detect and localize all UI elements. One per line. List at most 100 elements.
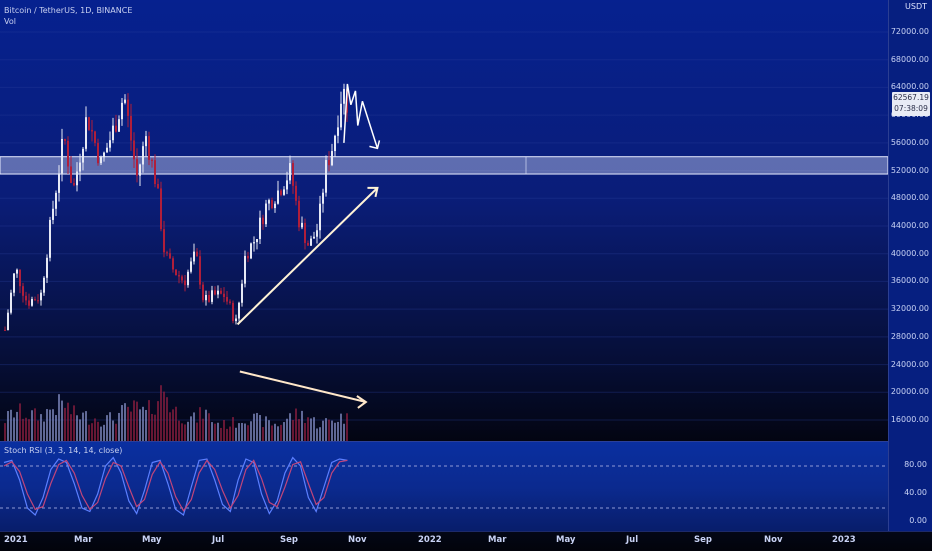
price-tick-label: 24000.00	[890, 359, 929, 369]
candle-body	[37, 300, 39, 302]
candle-body	[148, 136, 150, 160]
volume-bar	[43, 421, 45, 441]
candle-body	[4, 329, 6, 331]
candle-body	[49, 219, 51, 258]
time-axis[interactable]: 2021 Mar May Jul Sep Nov 2022 Mar May Jul Sep Nov 20…	[0, 531, 932, 551]
volume-bar	[82, 412, 84, 441]
candle-body	[94, 131, 96, 143]
candle-body	[298, 200, 300, 228]
volume-bar	[235, 427, 237, 441]
volume-bar	[115, 423, 117, 441]
candle-body	[115, 125, 117, 132]
volume-bar	[208, 413, 210, 441]
volume-bar	[175, 406, 177, 441]
volume-bar	[325, 418, 327, 441]
volume-bar	[223, 419, 225, 441]
candle-body	[283, 189, 285, 195]
volume-bar	[199, 407, 201, 441]
volume-bar	[55, 415, 57, 441]
candle-body	[292, 163, 294, 186]
volume-bar	[346, 413, 348, 441]
rsi-series-line	[3, 456, 348, 516]
candle-body	[211, 290, 213, 302]
candle-body	[199, 256, 201, 285]
candle-body	[100, 157, 102, 164]
candle-body	[322, 192, 324, 204]
volume-bar	[79, 419, 81, 441]
time-tick-label: May	[556, 535, 576, 545]
support-zone-rectangle[interactable]	[0, 156, 888, 175]
candle-body	[184, 280, 186, 286]
volume-bar	[232, 417, 234, 441]
candle-body	[271, 200, 273, 209]
volume-bar	[337, 421, 339, 441]
volume-bar	[58, 394, 60, 441]
volume-bar	[217, 422, 219, 441]
candle-body	[64, 138, 66, 141]
candle-body	[43, 277, 45, 293]
candle-body	[307, 242, 309, 246]
volume-bar	[310, 418, 312, 441]
volume-bar	[106, 415, 108, 441]
candle-body	[70, 166, 72, 184]
volume-bar	[301, 410, 303, 441]
price-axis[interactable]: USDT 72000.0068000.0064000.0060000.00560…	[888, 0, 932, 531]
time-tick-label: 2022	[418, 535, 442, 545]
volume-bar	[181, 423, 183, 441]
stoch-rsi-title[interactable]: Stoch RSI (3, 3, 14, 14, close)	[4, 446, 123, 455]
candle-body	[196, 251, 198, 257]
volume-bar	[247, 425, 249, 441]
volume-bar	[25, 417, 27, 441]
candle-body	[40, 292, 42, 301]
volume-label[interactable]: Vol	[4, 17, 16, 26]
candle-body	[151, 159, 153, 161]
candle-body	[289, 163, 291, 181]
volume-bar	[88, 424, 90, 441]
candle-body	[13, 273, 15, 293]
volume-bar	[67, 402, 69, 441]
stoch-rsi-pane[interactable]: Stoch RSI (3, 3, 14, 14, close)	[0, 441, 888, 532]
candle-body	[340, 103, 342, 128]
candle-body	[178, 275, 180, 277]
volume-bar	[124, 403, 126, 441]
projected-path-drawing[interactable]	[343, 83, 379, 149]
volume-bar	[340, 413, 342, 441]
candle-body	[157, 183, 159, 189]
candle-body	[58, 173, 60, 193]
falling-volume-arrow[interactable]	[239, 370, 367, 403]
volume-bar	[319, 427, 321, 441]
price-gridlines	[0, 31, 888, 421]
candle-body	[85, 117, 87, 149]
candle-body	[145, 136, 147, 147]
candle-body	[328, 160, 330, 166]
volume-bar	[19, 403, 21, 441]
candle-body	[118, 119, 120, 132]
candle-body	[214, 290, 216, 295]
volume-bar	[190, 416, 192, 441]
volume-bar	[10, 409, 12, 441]
bar-countdown: 07:38:09	[894, 104, 928, 113]
volume-bar	[139, 409, 141, 441]
candle-body	[112, 125, 114, 141]
candle-body	[235, 318, 237, 322]
volume-bar	[283, 422, 285, 441]
candle-body	[193, 251, 195, 262]
volume-bar	[34, 408, 36, 441]
price-chart-pane[interactable]: Bitcoin / TetherUS, 1D, BINANCE Vol	[0, 0, 888, 441]
candle-body	[331, 151, 333, 166]
price-tick-label: 20000.00	[890, 387, 929, 397]
volume-bar	[16, 411, 18, 441]
volume-bar	[304, 422, 306, 441]
price-tick-label: 64000.00	[890, 82, 929, 92]
rising-lows-arrow[interactable]	[236, 187, 379, 326]
chart-title[interactable]: Bitcoin / TetherUS, 1D, BINANCE	[4, 6, 133, 15]
candle-body	[169, 253, 171, 259]
volume-bar	[100, 426, 102, 441]
candle-body	[73, 183, 75, 186]
volume-bar	[292, 419, 294, 441]
candle-body	[163, 229, 165, 253]
volume-bar	[184, 424, 186, 441]
candle-body	[187, 271, 189, 286]
volume-bar	[265, 416, 267, 441]
candle-body	[142, 146, 144, 165]
